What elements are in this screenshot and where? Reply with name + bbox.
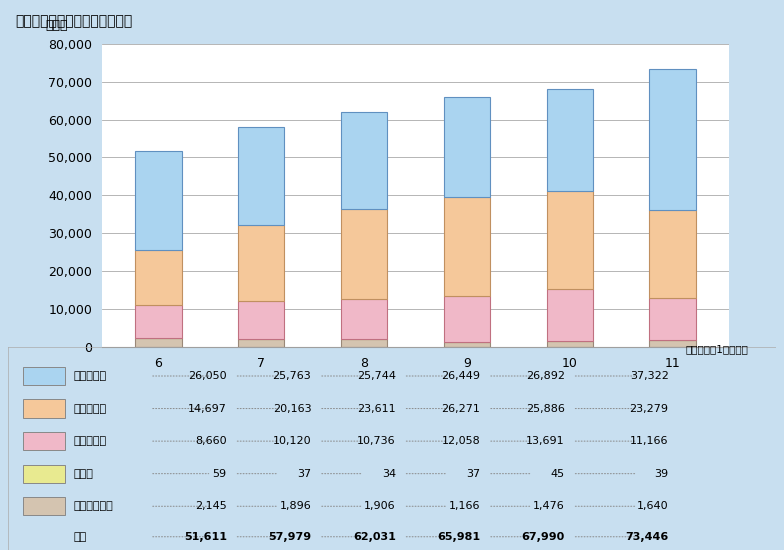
Text: 科目履修生: 科目履修生 [73, 436, 107, 446]
Text: 1,906: 1,906 [365, 501, 396, 512]
Bar [136, 250, 182, 305]
Text: 全科履修生: 全科履修生 [73, 371, 107, 381]
Text: 合計: 合計 [73, 532, 86, 542]
Text: 1,166: 1,166 [449, 501, 481, 512]
Text: 37: 37 [297, 469, 311, 478]
Text: 8,660: 8,660 [195, 436, 227, 446]
Bar [24, 465, 65, 483]
Text: 34: 34 [382, 469, 396, 478]
Text: 73,446: 73,446 [626, 532, 669, 542]
Text: 10,736: 10,736 [358, 436, 396, 446]
Bar [238, 339, 285, 347]
Bar [238, 127, 285, 225]
Bar [546, 90, 593, 191]
Text: 67,990: 67,990 [521, 532, 564, 542]
Bar [444, 342, 490, 346]
Text: 11,166: 11,166 [630, 436, 669, 446]
Bar [649, 69, 695, 210]
Text: 62,031: 62,031 [353, 532, 396, 542]
Text: 26,449: 26,449 [441, 371, 481, 381]
Bar [546, 341, 593, 346]
Bar [238, 301, 285, 339]
Bar [546, 191, 593, 289]
Bar [24, 497, 65, 515]
Bar [649, 210, 695, 298]
Bar [24, 367, 65, 385]
Text: 26,892: 26,892 [526, 371, 564, 381]
Text: 39: 39 [655, 469, 669, 478]
Bar [546, 289, 593, 341]
Bar [341, 210, 387, 299]
Text: 26,271: 26,271 [441, 404, 481, 414]
Bar [136, 151, 182, 250]
Text: 57,979: 57,979 [268, 532, 311, 542]
Bar [238, 225, 285, 301]
Bar [136, 338, 182, 346]
Text: 59: 59 [212, 469, 227, 478]
Text: 13,691: 13,691 [526, 436, 564, 446]
Text: 14,697: 14,697 [188, 404, 227, 414]
Bar [341, 339, 387, 347]
Text: 1,476: 1,476 [533, 501, 564, 512]
Bar [24, 399, 65, 418]
Text: 37,322: 37,322 [630, 371, 669, 381]
Bar [341, 299, 387, 339]
Bar [136, 305, 182, 338]
Text: 2,145: 2,145 [195, 501, 227, 512]
Text: 25,763: 25,763 [273, 371, 311, 381]
Bar [649, 298, 695, 340]
Text: 特別聴講学生: 特別聴講学生 [73, 501, 113, 512]
Text: 20,163: 20,163 [273, 404, 311, 414]
Text: 51,611: 51,611 [183, 532, 227, 542]
Bar [24, 432, 65, 450]
Text: 25,744: 25,744 [357, 371, 396, 381]
Text: 10,120: 10,120 [273, 436, 311, 446]
Text: 26,050: 26,050 [188, 371, 227, 381]
Text: 65,981: 65,981 [437, 532, 481, 542]
Bar [649, 340, 695, 346]
Text: 1,640: 1,640 [637, 501, 669, 512]
Text: （人）: （人） [45, 19, 68, 32]
Text: 研究生: 研究生 [73, 469, 93, 478]
Text: 12,058: 12,058 [441, 436, 481, 446]
Bar [341, 112, 387, 210]
Text: 23,279: 23,279 [630, 404, 669, 414]
Text: 選科履修生: 選科履修生 [73, 404, 107, 414]
Text: 25,886: 25,886 [526, 404, 564, 414]
Bar [444, 197, 490, 296]
Text: 45: 45 [550, 469, 564, 478]
Bar [444, 296, 490, 342]
Text: 1,896: 1,896 [280, 501, 311, 512]
Text: 37: 37 [466, 469, 481, 478]
Text: 23,611: 23,611 [358, 404, 396, 414]
Text: 図表　放送大学の学生数の推移: 図表 放送大学の学生数の推移 [16, 14, 133, 28]
Bar [444, 97, 490, 197]
Text: （年度（第1学期））: （年度（第1学期）） [686, 344, 749, 354]
